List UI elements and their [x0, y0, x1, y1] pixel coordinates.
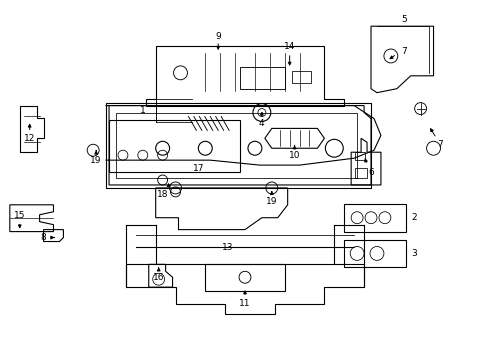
- Bar: [240, 67, 284, 89]
- Text: 4: 4: [259, 119, 264, 128]
- Bar: [344, 204, 405, 231]
- Text: 12: 12: [24, 134, 35, 143]
- Bar: [205, 264, 284, 291]
- Text: 9: 9: [215, 32, 221, 41]
- Text: 19: 19: [90, 156, 102, 165]
- Text: 14: 14: [284, 41, 295, 50]
- Text: 11: 11: [239, 298, 250, 307]
- Text: 19: 19: [265, 197, 277, 206]
- Text: 17: 17: [192, 163, 203, 172]
- Text: 18: 18: [157, 190, 168, 199]
- Text: 10: 10: [288, 151, 300, 160]
- Text: 3: 3: [410, 249, 416, 258]
- Text: 16: 16: [153, 273, 164, 282]
- Text: 2: 2: [410, 213, 416, 222]
- Bar: [109, 121, 240, 172]
- Bar: [344, 239, 405, 267]
- Bar: [354, 152, 365, 160]
- Bar: [354, 168, 366, 178]
- Text: 15: 15: [14, 211, 25, 220]
- Bar: [291, 71, 311, 83]
- Text: 1: 1: [140, 106, 145, 115]
- Text: 7: 7: [400, 46, 406, 55]
- Text: 8: 8: [41, 233, 46, 242]
- Text: 7: 7: [437, 140, 443, 149]
- Text: 13: 13: [222, 243, 233, 252]
- Text: 6: 6: [367, 167, 373, 176]
- Text: 5: 5: [400, 15, 406, 24]
